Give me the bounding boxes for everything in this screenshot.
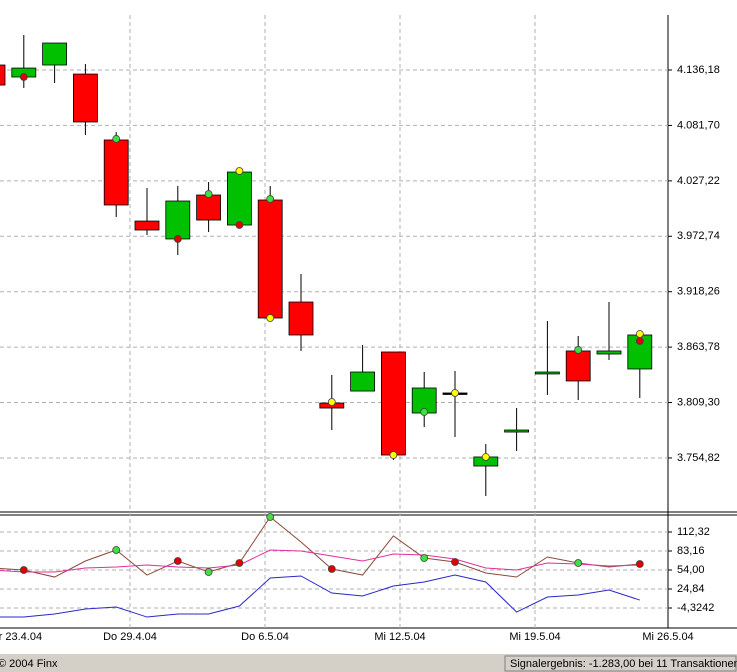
candle-body [288, 301, 314, 336]
candle-body [350, 371, 376, 392]
x-tick-label: Mi 26.5.04 [642, 631, 693, 643]
signal-marker [635, 330, 644, 338]
y-tick-label: -4,3242 [677, 602, 714, 614]
signal-marker [266, 195, 275, 203]
signal-marker [635, 337, 644, 345]
candle-body [535, 371, 560, 375]
signal-marker [266, 513, 275, 521]
signal-marker [112, 546, 121, 554]
candle-body [257, 199, 283, 319]
indicator-line [0, 549, 640, 573]
candle-body [196, 194, 222, 221]
signal-marker [266, 314, 275, 322]
candle-body [596, 350, 622, 355]
y-tick-label: 112,32 [677, 526, 710, 538]
signal-marker [235, 559, 244, 567]
signal-marker [235, 221, 244, 229]
signal-marker [19, 73, 28, 81]
signal-marker [389, 451, 398, 459]
y-tick-label: 3.809,30 [677, 396, 720, 408]
signal-marker [235, 167, 244, 175]
y-tick-label: 4.136,18 [677, 64, 720, 76]
candle-body [42, 42, 67, 66]
y-tick-label: 4.027,22 [677, 175, 720, 187]
y-tick-label: 3.863,78 [677, 341, 720, 353]
signal-marker [481, 453, 490, 461]
y-tick-label: 3.918,26 [677, 286, 720, 298]
indicator-line [0, 574, 640, 618]
candle-body [380, 351, 406, 456]
y-tick-label: 24,84 [677, 583, 705, 595]
x-tick-label: Do 29.4.04 [103, 631, 157, 643]
x-tick-label: Do 6.5.04 [241, 631, 289, 643]
signal-marker [327, 398, 336, 406]
signal-marker [112, 135, 121, 143]
y-tick-label: 83,16 [677, 545, 705, 557]
x-tick-label: Mi 19.5.04 [509, 631, 560, 643]
candle-body [165, 200, 191, 240]
y-tick-label: 3.972,74 [677, 230, 720, 242]
result-box [504, 655, 737, 672]
y-tick-label: 3.754,82 [677, 452, 720, 464]
signal-marker [574, 346, 583, 354]
signal-marker [327, 565, 336, 573]
candle-body [134, 220, 160, 231]
signal-marker [19, 566, 28, 574]
signal-marker [574, 559, 583, 567]
candle-body [73, 73, 98, 123]
candle-body [565, 350, 591, 382]
signal-marker [204, 190, 213, 198]
signal-marker [635, 560, 644, 568]
copyright: © 2004 Finx [0, 658, 58, 670]
candle-body [504, 429, 530, 433]
signal-marker [204, 568, 213, 576]
candle-body [103, 139, 129, 206]
signal-marker [173, 235, 182, 243]
signal-marker [451, 558, 459, 566]
candle-body [0, 64, 6, 86]
x-tick-label: Mi 12.5.04 [374, 631, 425, 643]
signal-marker [451, 389, 459, 397]
candle-body [226, 171, 252, 226]
signal-marker [420, 408, 429, 416]
x-tick-label: Fr 23.4.04 [0, 631, 42, 643]
y-tick-label: 54,00 [677, 564, 705, 576]
signal-marker [420, 554, 429, 562]
signal-marker [173, 557, 182, 565]
result: Signalergebnis: -1.283,00 bei 11 Transak… [510, 658, 737, 670]
y-tick-label: 4.081,70 [677, 119, 720, 131]
